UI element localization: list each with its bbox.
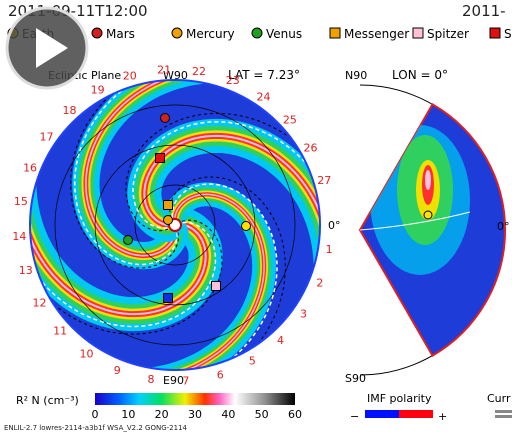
e90: E90 <box>163 374 184 387</box>
imf-plus: + <box>438 410 447 423</box>
field-line <box>30 221 217 328</box>
ring-label: 13 <box>19 264 33 277</box>
meridional-panel: N90 LON = 0° S90 0° <box>345 68 510 385</box>
ring-label: 11 <box>53 325 67 338</box>
colorbar-tick: 40 <box>221 408 235 421</box>
footer: ENLIL-2.7 lowres-2114-a3b1f WSA_V2.2 GON… <box>4 424 188 432</box>
legend-label: Mars <box>106 27 135 41</box>
n90: N90 <box>345 69 367 82</box>
grid-ring <box>94 144 256 306</box>
density-arms <box>30 80 320 370</box>
field-line <box>169 176 286 370</box>
body <box>241 221 251 231</box>
grid-ring <box>134 184 216 266</box>
arm <box>133 193 265 370</box>
s90: S90 <box>345 372 366 385</box>
ring-label: 27 <box>317 174 331 187</box>
colorbar-tick: 0 <box>92 408 99 421</box>
ring-label: 1 <box>326 243 333 256</box>
bodies <box>123 113 251 303</box>
legend-marker <box>412 27 424 39</box>
colorbar-label: R² N (cm⁻³) <box>16 394 79 407</box>
zero-right: 0° <box>497 220 510 233</box>
colorbar-tick: 50 <box>255 408 269 421</box>
legend-label: S <box>504 27 512 41</box>
colorbar-tick: 10 <box>121 408 135 421</box>
ring-label: 14 <box>12 230 26 243</box>
body <box>160 113 170 123</box>
ring-label: 17 <box>40 130 54 143</box>
ring-label: 9 <box>114 364 121 377</box>
ring-label: 8 <box>147 373 154 386</box>
imf: IMF polarity − + Curr <box>350 392 512 423</box>
ring-label: 6 <box>217 368 224 381</box>
field-line <box>132 121 320 229</box>
ring-label: 20 <box>123 70 137 83</box>
ring-label: 16 <box>23 161 37 174</box>
colorbar-tick: 30 <box>188 408 202 421</box>
body <box>123 235 133 245</box>
ring-label: 24 <box>257 91 271 104</box>
ring-label: 4 <box>277 334 284 347</box>
legend-marker <box>329 27 341 39</box>
earth <box>423 210 433 220</box>
body <box>155 153 165 163</box>
arm <box>85 80 217 257</box>
colorbar-tick: 20 <box>155 408 169 421</box>
imf-neg <box>365 410 399 418</box>
legend-marker <box>171 27 183 39</box>
time-right: 2011- <box>462 2 506 20</box>
ring-label: 19 <box>91 84 105 97</box>
field-line <box>73 80 178 266</box>
ring-label: 18 <box>62 104 76 117</box>
lat: LAT = 7.23° <box>228 68 300 82</box>
arm <box>30 182 207 316</box>
ring-label: 26 <box>303 142 317 155</box>
w90: W90 <box>163 69 188 82</box>
ring-label: 5 <box>249 354 256 367</box>
ring-label: 7 <box>182 375 189 388</box>
current: Curr <box>487 392 511 405</box>
lon: LON = 0° <box>392 68 448 82</box>
legend-label: Venus <box>266 27 302 41</box>
ring-label: 23 <box>226 74 240 87</box>
field-line <box>125 112 320 232</box>
ring-label: 21 <box>157 63 171 76</box>
legend-marker <box>489 27 501 39</box>
ecliptic-panel: Ecliptic Plane W90 LAT = 7.23° E90 0° 12… <box>12 63 340 387</box>
ring-label: 22 <box>192 65 206 78</box>
ring-label: 25 <box>283 113 297 126</box>
body <box>163 200 173 210</box>
colorbar-scale <box>95 393 295 405</box>
field-line <box>30 219 223 335</box>
imf-minus: − <box>350 410 359 423</box>
zero-left: 0° <box>328 219 341 232</box>
ring-label: 12 <box>33 296 47 309</box>
grid-ring <box>54 104 296 346</box>
colorbar-tick: 60 <box>288 408 302 421</box>
field-line <box>171 183 278 370</box>
ring-label: 10 <box>79 347 93 360</box>
legend-label: Mercury <box>186 27 235 41</box>
field-line <box>70 80 179 269</box>
arm <box>143 134 320 268</box>
body <box>211 281 221 291</box>
legend-marker <box>91 27 103 39</box>
colorbar: R² N (cm⁻³) 0 10 20 30 40 50 60 <box>16 393 302 421</box>
ring-label: 3 <box>300 308 307 321</box>
disk-edge <box>29 79 321 371</box>
ring-label: 15 <box>14 195 28 208</box>
body <box>163 293 173 303</box>
legend-marker <box>251 27 263 39</box>
legend-label: Messenger <box>344 27 409 41</box>
play-button[interactable] <box>5 6 89 90</box>
body <box>163 215 173 225</box>
ring-label: 2 <box>316 277 323 290</box>
imf-pos <box>399 410 433 418</box>
imf-title: IMF polarity <box>367 392 432 405</box>
legend-label: Spitzer <box>427 27 469 41</box>
